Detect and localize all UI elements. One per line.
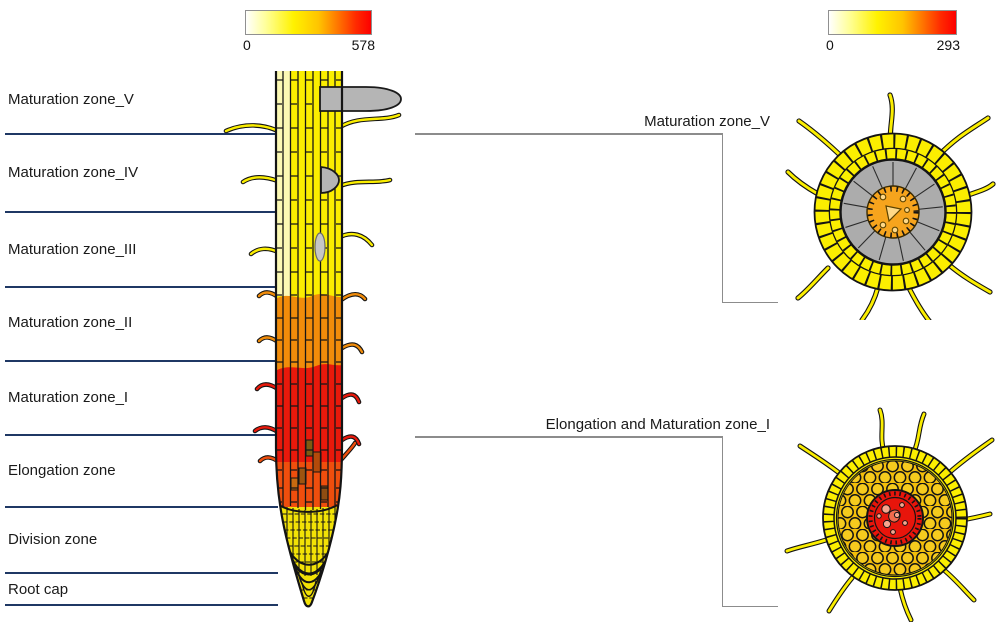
xs-top-cortex-walls [843,162,943,262]
primordium-half-disc [320,166,340,194]
bracket-bottom-vertical [721,436,723,607]
xs-bottom-epidermis-cells [823,446,967,590]
xs-top-stele [866,185,920,239]
root-outline [274,71,344,608]
cell-walls-vertical [282,71,336,510]
xs-top-epidermis-ring [813,132,973,292]
zone-label-elongation: Elongation zone [8,462,116,479]
zone-label-root-cap: Root cap [8,581,69,598]
zone-label-maturation-iii: Maturation zone_III [8,241,137,258]
bracket-bottom-arm [721,605,778,607]
colorbar-left-min: 0 [243,37,251,53]
lateral-root-primordia [314,86,402,262]
zone-divider-5 [5,434,278,436]
primordium-sliver [314,232,326,262]
zone-divider-3 [5,286,278,288]
section-label-maturation-v: Maturation zone_V [644,113,770,130]
zone-label-maturation-v: Maturation zone_V [8,91,134,108]
bracket-top-arm [721,301,778,303]
zone-label-maturation-ii: Maturation zone_II [8,314,133,331]
root-longitudinal-illustration [223,71,402,608]
colorbar-right-max: 293 [936,37,960,53]
bracket-bottom-horizontal [415,436,722,438]
colorbar-left-labels: 0 578 [243,37,375,53]
primordium-large [319,86,402,112]
zone-divider-1 [5,133,278,135]
zone-divider-6 [5,506,278,508]
zone-divider-7 [5,572,278,574]
division-zone-boundary [280,504,338,513]
colorbar-left-max: 578 [351,37,375,53]
zone-label-maturation-i: Maturation zone_I [8,389,129,406]
zone-divider-8 [5,604,278,606]
section-label-elongation-maturation-i: Elongation and Maturation zone_I [545,416,770,433]
heatmap-colorbar-right [828,10,957,35]
bracket-top-horizontal [415,133,722,135]
cross-section-elongation-maturation-i [784,407,995,622]
bracket-top-vertical [721,133,723,303]
heatmap-colorbar-left [245,10,372,35]
cell-walls-horizontal-a [276,79,342,489]
zone-label-maturation-iv: Maturation zone_IV [8,164,139,181]
xs-bottom-root-hairs [784,407,995,622]
zone-divider-4 [5,360,278,362]
xs-bottom-stele [866,489,924,547]
zone-label-division: Division zone [8,531,98,548]
cell-walls-horizontal-b [276,103,342,503]
colorbar-right-min: 0 [826,37,834,53]
cross-section-maturation-v [785,92,996,320]
zone-divider-2 [5,211,278,213]
colorbar-right-labels: 0 293 [826,37,960,53]
